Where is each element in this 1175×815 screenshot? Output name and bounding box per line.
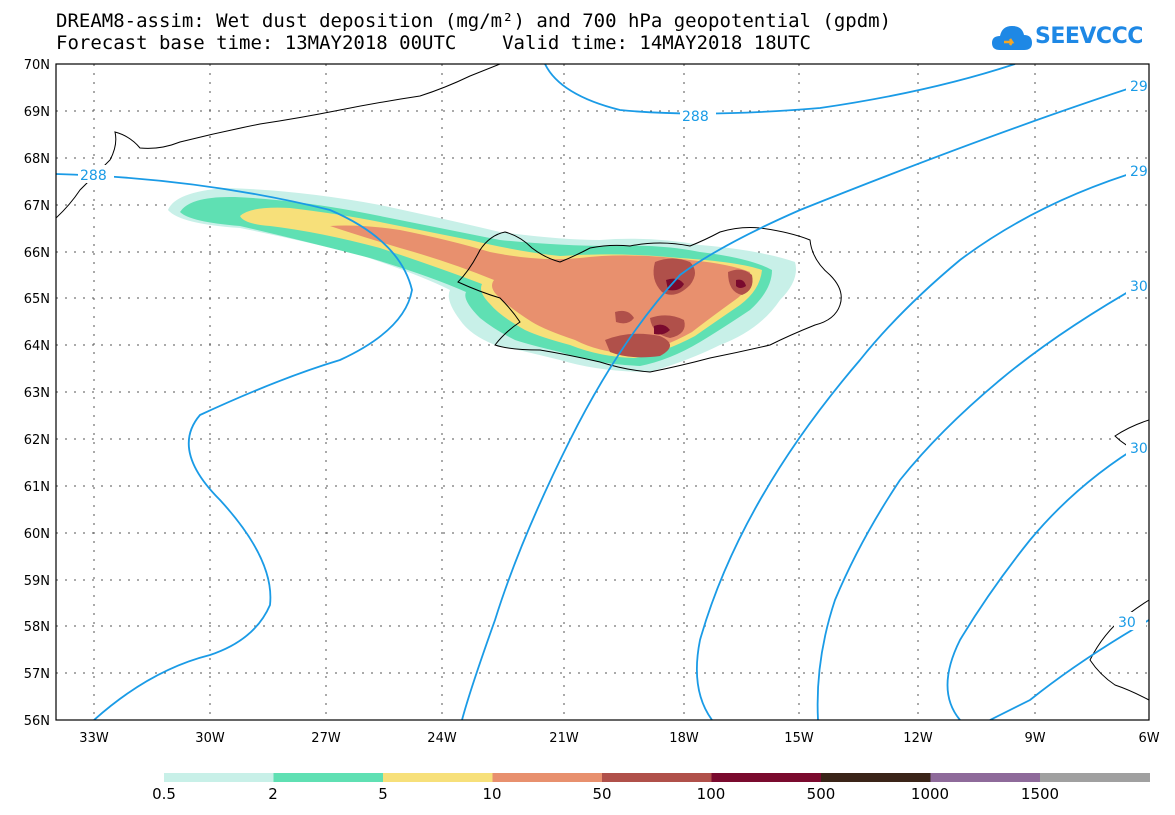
contour-288-north [544, 64, 1016, 115]
dust-level-10 [330, 225, 751, 354]
dust-level-100 [736, 279, 746, 288]
legend-swatch [273, 773, 384, 782]
contour-288-west [56, 173, 413, 720]
contour-labels: 288 288 29 29 30 30 30 [78, 76, 1149, 631]
legend-label: 0.5 [152, 785, 176, 803]
longitude-labels: 33W 30W 27W 24W 21W 18W 15W 12W 9W 6W [79, 731, 1159, 746]
plot-frame [55, 63, 1150, 721]
lat-label: 59N [24, 574, 50, 589]
lat-label: 65N [24, 292, 50, 307]
contour-label: 288 [80, 168, 107, 184]
contour-label: 288 [682, 109, 709, 125]
seevccc-logo: SEEVCCC [990, 18, 1143, 58]
lon-label: 12W [903, 731, 933, 746]
lat-label: 61N [24, 480, 50, 495]
contour-label: 30 [1118, 615, 1136, 631]
legend-label: 1500 [1020, 785, 1060, 803]
legend-label: 1000 [910, 785, 950, 803]
lon-label: 33W [79, 731, 109, 746]
lat-label: 70N [24, 58, 50, 73]
legend-swatch [492, 773, 603, 782]
legend-label: 10 [482, 785, 502, 803]
legend-swatch [821, 773, 931, 782]
dust-level-50 [615, 310, 634, 324]
lat-label: 67N [24, 199, 50, 214]
lon-label: 24W [427, 731, 457, 746]
lat-label: 60N [24, 527, 50, 542]
legend-label: 2 [268, 785, 278, 803]
dust-level-100 [666, 278, 684, 291]
dust-level-50 [653, 258, 695, 295]
lat-label: 66N [24, 246, 50, 261]
contour-label: 29 [1130, 79, 1148, 95]
legend-label: 100 [696, 785, 726, 803]
legend-swatch [602, 773, 712, 782]
lon-label: 15W [784, 731, 814, 746]
lon-label: 21W [549, 731, 579, 746]
lat-label: 68N [24, 152, 50, 167]
legend-label: 50 [592, 785, 612, 803]
lon-label: 6W [1138, 731, 1159, 746]
contour-label: 29 [1130, 164, 1148, 180]
lat-label: 64N [24, 339, 50, 354]
legend-swatch [164, 773, 274, 782]
legend-swatch [711, 773, 822, 782]
contour-29-upper [461, 81, 1149, 720]
legend-swatch [1040, 773, 1150, 782]
contour-30-lower [946, 439, 1149, 720]
lon-label: 27W [311, 731, 341, 746]
legend-color-bar [164, 773, 1150, 782]
lat-label: 63N [24, 386, 50, 401]
lon-label: 9W [1024, 731, 1045, 746]
iceland-coastline [457, 227, 842, 373]
lon-label: 18W [669, 731, 699, 746]
lat-label: 57N [24, 667, 50, 682]
dust-level-100 [654, 324, 670, 335]
grid-lines [56, 64, 1149, 720]
lon-label: 30W [195, 731, 225, 746]
lat-label: 56N [24, 714, 50, 729]
contour-29-lower [695, 167, 1149, 720]
contour-label: 30 [1130, 441, 1148, 457]
latitude-labels: 70N 69N 68N 67N 66N 65N 64N 63N 62N 61N … [24, 58, 50, 729]
legend-label: 5 [378, 785, 388, 803]
lat-label: 62N [24, 433, 50, 448]
lat-label: 69N [24, 105, 50, 120]
contour-label: 30 [1130, 279, 1148, 295]
logo-text: SEEVCCC [1035, 24, 1143, 49]
dust-deposition-field [168, 188, 796, 372]
legend-label: 500 [806, 785, 836, 803]
contour-30-upper [816, 279, 1149, 720]
legend-swatch [383, 773, 493, 782]
map-title: DREAM8-assim: Wet dust deposition (mg/m²… [56, 10, 892, 32]
lat-label: 58N [24, 620, 50, 635]
legend-swatch [930, 773, 1041, 782]
cloud-icon [992, 26, 1032, 50]
map-subtitle: Forecast base time: 13MAY2018 00UTC Vali… [56, 32, 811, 54]
geopotential-contours [56, 64, 1149, 720]
contour-30-bottom [989, 619, 1149, 720]
